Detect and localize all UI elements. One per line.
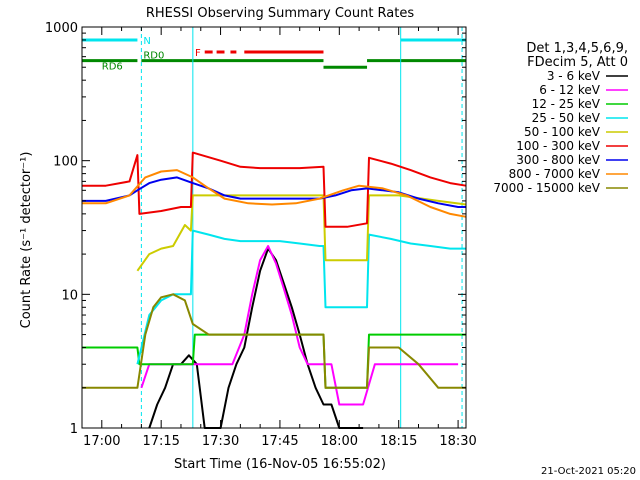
x-tick-label: 17:45 (261, 434, 298, 449)
plot-frame (81, 26, 467, 429)
series-layer (82, 151, 467, 429)
x-tick-label: 18:00 (321, 434, 358, 449)
x-axis-label: Start Time (16-Nov-05 16:55:02) (174, 457, 386, 472)
series-line-25-50-kev (136, 229, 466, 365)
legend-label: 6 - 12 keV (539, 83, 601, 97)
series-line-6-12-kev (140, 245, 459, 406)
status-annotations: N F RD0 RD6 (82, 27, 466, 428)
series-line-800-7000-kev (82, 169, 467, 218)
status-label-rd0: RD0 (143, 51, 164, 62)
chart-title: RHESSI Observing Summary Count Rates (146, 6, 415, 21)
y-tick-label: 100 (53, 155, 78, 170)
status-label-rd6: RD6 (102, 62, 123, 73)
x-tick-label: 17:15 (142, 434, 179, 449)
y-tick-label: 1 (70, 422, 78, 437)
series-line-50-100-kev (136, 194, 467, 272)
legend-label: 12 - 25 keV (532, 97, 601, 111)
series-line-100-300-kev (82, 151, 467, 228)
series-line-3-6-kev (148, 247, 364, 429)
axes: 1 10 100 1000 17:00 17:15 17:30 17:45 18:00 18:15… (45, 21, 477, 449)
x-tick-label: 18:15 (380, 434, 417, 449)
legend-label: 300 - 800 keV (516, 153, 600, 167)
legend-header-line1: Det 1,3,4,5,6,9, (526, 41, 628, 56)
x-tick-label: 17:30 (202, 434, 239, 449)
y-axis-label: Count Rate (s⁻¹ detector⁻¹) (19, 152, 34, 329)
series-line-7000-15000-kev (82, 293, 466, 389)
legend-label: 50 - 100 keV (524, 125, 601, 139)
x-tick-label: 18:30 (439, 434, 476, 449)
legend-label: 25 - 50 keV (532, 111, 601, 125)
status-label-f: F (195, 48, 201, 59)
legend-label: 800 - 7000 keV (509, 167, 601, 181)
y-tick-label: 10 (61, 288, 78, 303)
legend-label: 3 - 6 keV (547, 69, 601, 83)
status-label-n: N (143, 36, 150, 47)
y-tick-label: 1000 (45, 21, 78, 36)
legend-label: 7000 - 15000 keV (493, 181, 600, 195)
legend-label: 100 - 300 keV (516, 139, 600, 153)
x-tick-label: 17:00 (83, 434, 120, 449)
footer-timestamp: 21-Oct-2021 05:20 (541, 466, 636, 477)
legend-header-line2: FDecim 5, Att 0 (527, 55, 628, 70)
